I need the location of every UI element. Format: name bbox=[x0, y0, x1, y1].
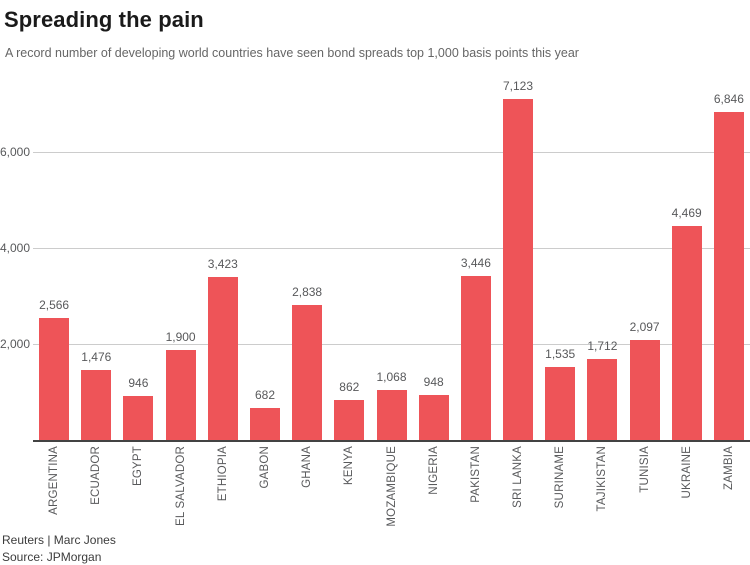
bar-ghana bbox=[292, 305, 323, 441]
value-label-argentina: 2,566 bbox=[39, 298, 70, 312]
value-label-gabon: 682 bbox=[254, 388, 276, 402]
value-label-zambia: 6,846 bbox=[713, 92, 744, 106]
x-axis-line bbox=[33, 440, 750, 442]
x-axis-label-el-salvador: EL SALVADOR bbox=[174, 446, 187, 526]
bar-sri-lanka bbox=[503, 99, 533, 441]
x-axis-label-ecuador: ECUADOR bbox=[90, 446, 103, 505]
y-axis-tick-label: 6,000 bbox=[0, 145, 31, 159]
x-axis-label-ethiopia: ETHIOPIA bbox=[216, 446, 229, 502]
y-gridline-4000 bbox=[33, 248, 750, 249]
bar-pakistan bbox=[460, 276, 491, 441]
bar-tunisia bbox=[629, 340, 660, 441]
bar-mozambique bbox=[376, 390, 407, 441]
bar-ecuador bbox=[81, 370, 112, 441]
page-subtitle: A record number of developing world coun… bbox=[5, 46, 579, 60]
x-axis-label-tajikistan: TAJIKISTAN bbox=[596, 446, 609, 512]
y-axis-tick-label: 2,000 bbox=[0, 337, 31, 351]
value-label-ecuador: 1,476 bbox=[81, 350, 112, 364]
value-label-pakistan: 3,446 bbox=[460, 256, 491, 270]
bar-gabon bbox=[250, 408, 280, 441]
x-axis-label-sri-lanka: SRI LANKA bbox=[512, 446, 524, 508]
x-axis-label-zambia: ZAMBIA bbox=[722, 446, 735, 491]
value-label-nigeria: 948 bbox=[423, 375, 444, 389]
bar-egypt bbox=[123, 396, 154, 441]
attribution-text: Reuters | Marc Jones bbox=[2, 533, 116, 547]
x-axis-label-nigeria: NIGERIA bbox=[427, 446, 440, 495]
value-label-tajikistan: 1,712 bbox=[587, 339, 618, 353]
value-label-tunisia: 2,097 bbox=[629, 320, 660, 334]
x-axis-label-argentina: ARGENTINA bbox=[48, 446, 61, 515]
value-label-ghana: 2,838 bbox=[292, 285, 323, 299]
value-label-sri-lanka: 7,123 bbox=[502, 79, 534, 93]
x-axis-label-kenya: KENYA bbox=[343, 446, 356, 486]
bar-ethiopia bbox=[207, 277, 238, 441]
value-label-egypt: 946 bbox=[128, 376, 149, 390]
bar-zambia bbox=[713, 112, 744, 441]
page-title: Spreading the pain bbox=[4, 7, 204, 32]
bar-nigeria bbox=[418, 395, 449, 441]
x-axis-label-ukraine: UKRAINE bbox=[680, 446, 693, 499]
x-axis-label-mozambique: MOZAMBIQUE bbox=[385, 446, 398, 527]
value-label-mozambique: 1,068 bbox=[376, 370, 407, 384]
x-axis-label-egypt: EGYPT bbox=[132, 446, 145, 486]
y-gridline-2000 bbox=[33, 344, 750, 345]
x-axis-label-ghana: GHANA bbox=[301, 446, 314, 488]
y-axis-tick-label: 4,000 bbox=[0, 241, 31, 255]
value-label-suriname: 1,535 bbox=[545, 347, 576, 361]
bar-suriname bbox=[545, 367, 576, 441]
x-axis-label-gabon: GABON bbox=[259, 446, 271, 489]
bar-ukraine bbox=[671, 226, 702, 441]
x-axis-label-tunisia: TUNISIA bbox=[638, 446, 651, 493]
y-gridline-6000 bbox=[33, 152, 750, 153]
value-label-ethiopia: 3,423 bbox=[207, 257, 238, 271]
value-label-ukraine: 4,469 bbox=[671, 206, 702, 220]
bar-kenya bbox=[334, 400, 365, 441]
bar-el-salvador bbox=[165, 350, 196, 441]
source-text: Source: JPMorgan bbox=[2, 550, 102, 564]
bar-tajikistan bbox=[587, 359, 618, 441]
value-label-el-salvador: 1,900 bbox=[165, 330, 196, 344]
x-axis-label-suriname: SURINAME bbox=[554, 446, 567, 509]
value-label-kenya: 862 bbox=[339, 380, 360, 394]
x-axis-label-pakistan: PAKISTAN bbox=[469, 446, 482, 503]
bar-argentina bbox=[39, 318, 70, 441]
